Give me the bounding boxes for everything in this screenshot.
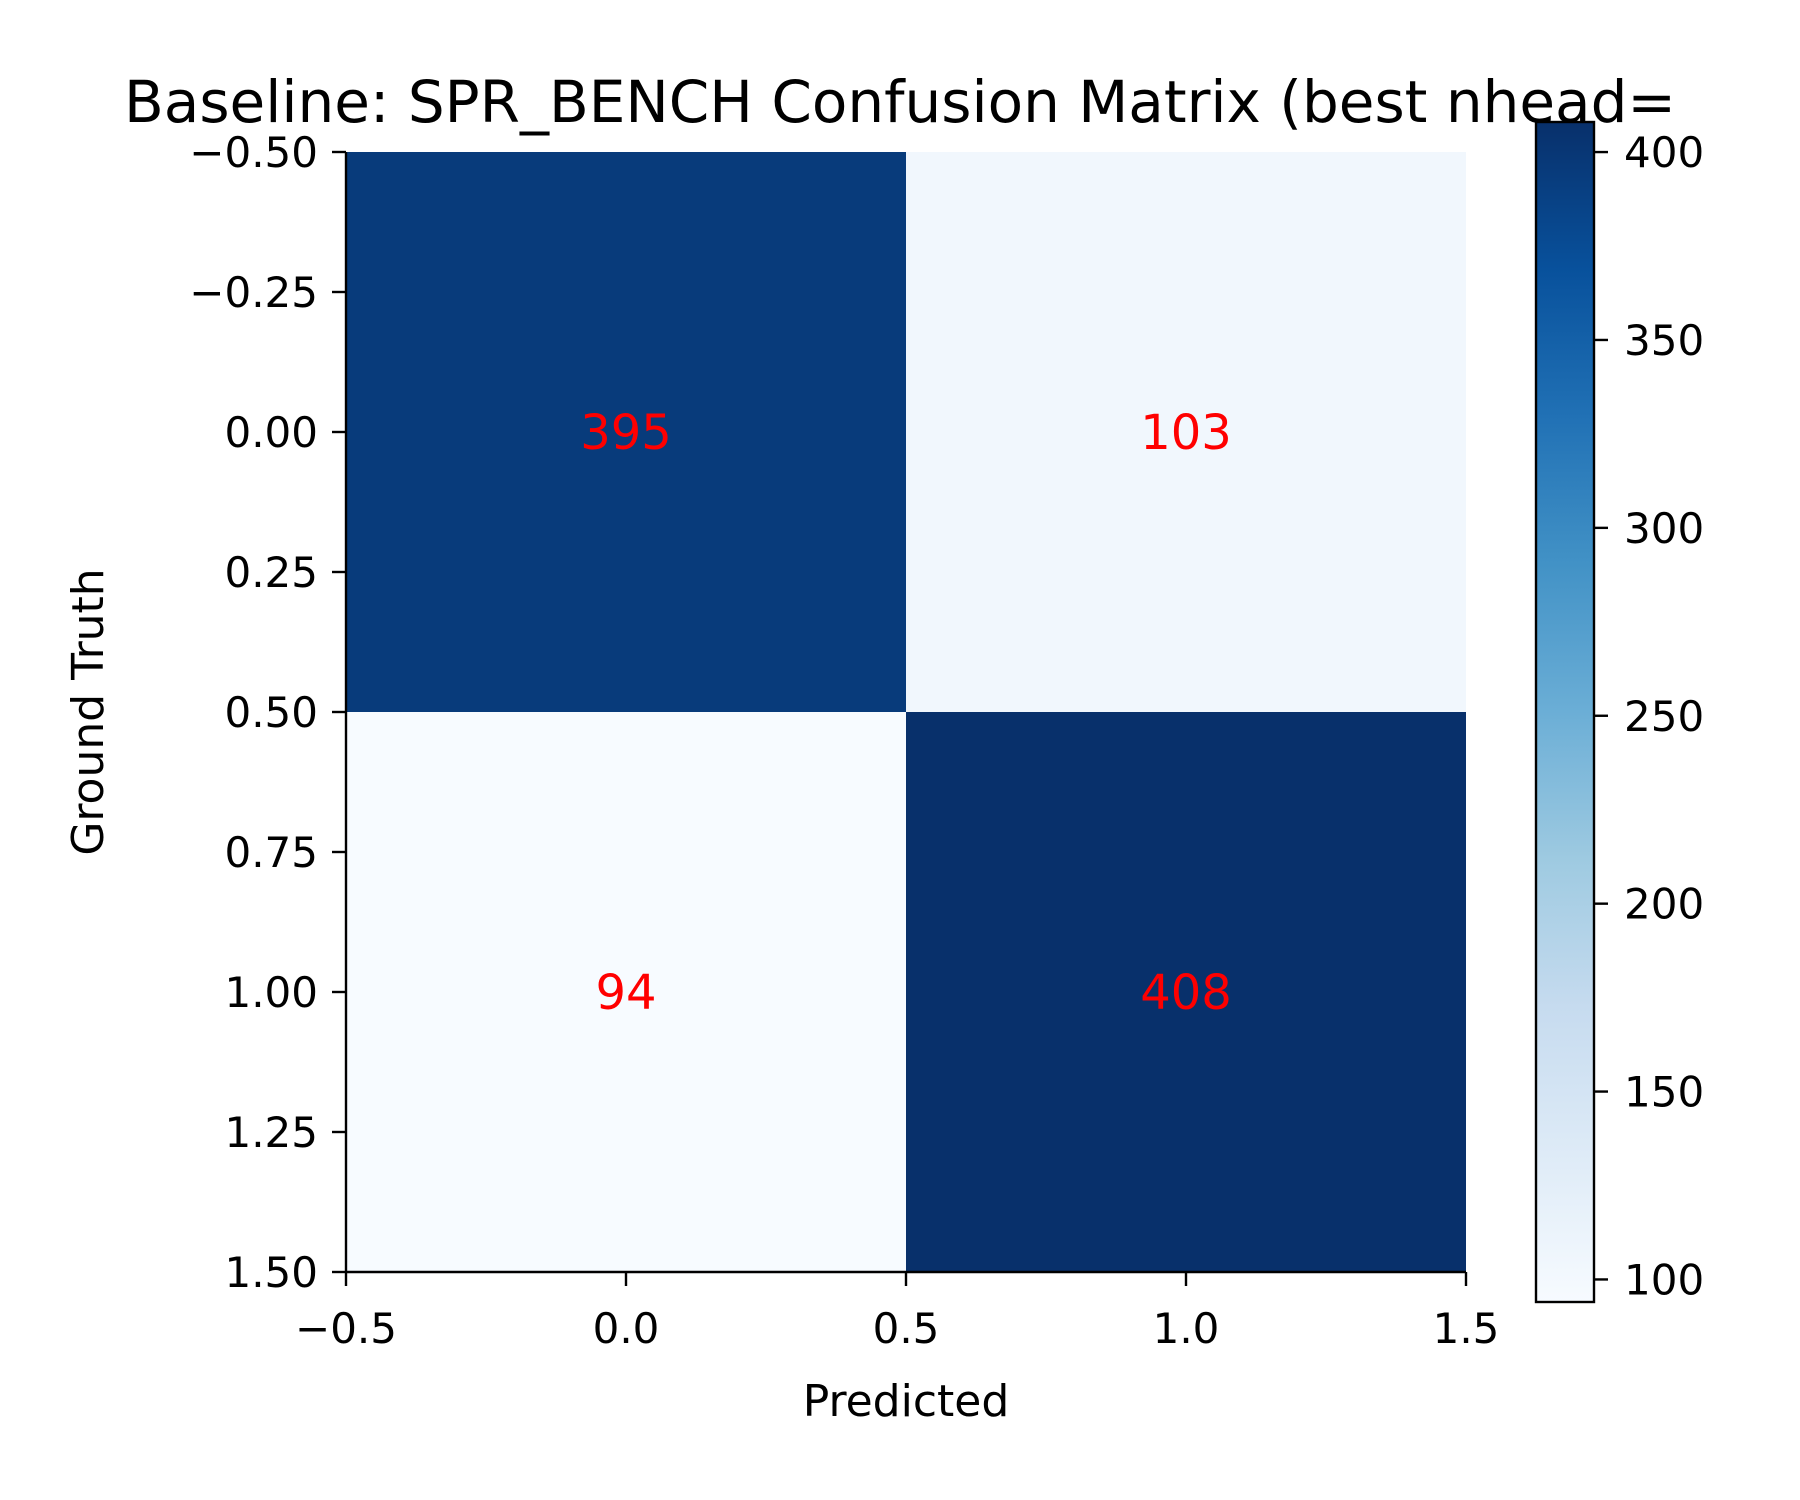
heatmap-cell (906, 712, 1466, 1272)
heatmap-cell (346, 152, 906, 712)
heatmap-cell (906, 152, 1466, 712)
x-tick-label: 1.5 (1433, 1304, 1500, 1353)
colorbar-tick-label: 100 (1624, 1255, 1704, 1304)
y-tick-label: 1.50 (224, 1248, 318, 1297)
colorbar-ticks: 100 150 200 250 300 350 400 (1594, 128, 1704, 1304)
cell-value-label: 395 (580, 405, 672, 461)
colorbar-tick-label: 400 (1624, 128, 1704, 177)
colorbar-tick-label: 350 (1624, 316, 1704, 365)
colorbar-tick-label: 250 (1624, 692, 1704, 741)
y-axis-ticks: −0.50 −0.25 0.00 0.25 0.50 0.75 1.00 1.25 1.50 (189, 128, 346, 1297)
y-tick-label: 1.00 (224, 968, 318, 1017)
cell-value-label: 94 (595, 965, 656, 1021)
colorbar-tick-label: 150 (1624, 1068, 1704, 1117)
x-axis-ticks: −0.5 0.0 0.5 1.0 1.5 (295, 1272, 1499, 1353)
x-tick-label: 0.0 (593, 1304, 660, 1353)
heatmap-cell (346, 712, 906, 1272)
x-tick-label: −0.5 (295, 1304, 397, 1353)
x-axis-label: Predicted (803, 1376, 1010, 1427)
x-tick-label: 0.5 (873, 1304, 940, 1353)
heatmap-cells (346, 152, 1466, 1272)
y-tick-label: 1.25 (224, 1108, 318, 1157)
y-tick-label: −0.25 (189, 268, 318, 317)
y-tick-label: 0.25 (224, 548, 318, 597)
cell-value-label: 103 (1140, 405, 1232, 461)
chart-title: Baseline: SPR_BENCH Confusion Matrix (be… (124, 68, 1676, 136)
colorbar-gradient (1534, 120, 1596, 1304)
y-tick-label: 0.75 (224, 828, 318, 877)
y-tick-label: 0.50 (224, 688, 318, 737)
colorbar-tick-label: 200 (1624, 880, 1704, 929)
y-tick-label: −0.50 (189, 128, 318, 177)
heatmap-cell-labels: 395 103 94 408 (580, 405, 1232, 1021)
colorbar-tick-label: 300 (1624, 504, 1704, 553)
y-tick-label: 0.00 (224, 408, 318, 457)
x-tick-label: 1.0 (1153, 1304, 1220, 1353)
cell-value-label: 408 (1140, 965, 1232, 1021)
colorbar: 100 150 200 250 300 350 400 (1534, 120, 1704, 1304)
y-axis-label: Ground Truth (63, 568, 114, 855)
